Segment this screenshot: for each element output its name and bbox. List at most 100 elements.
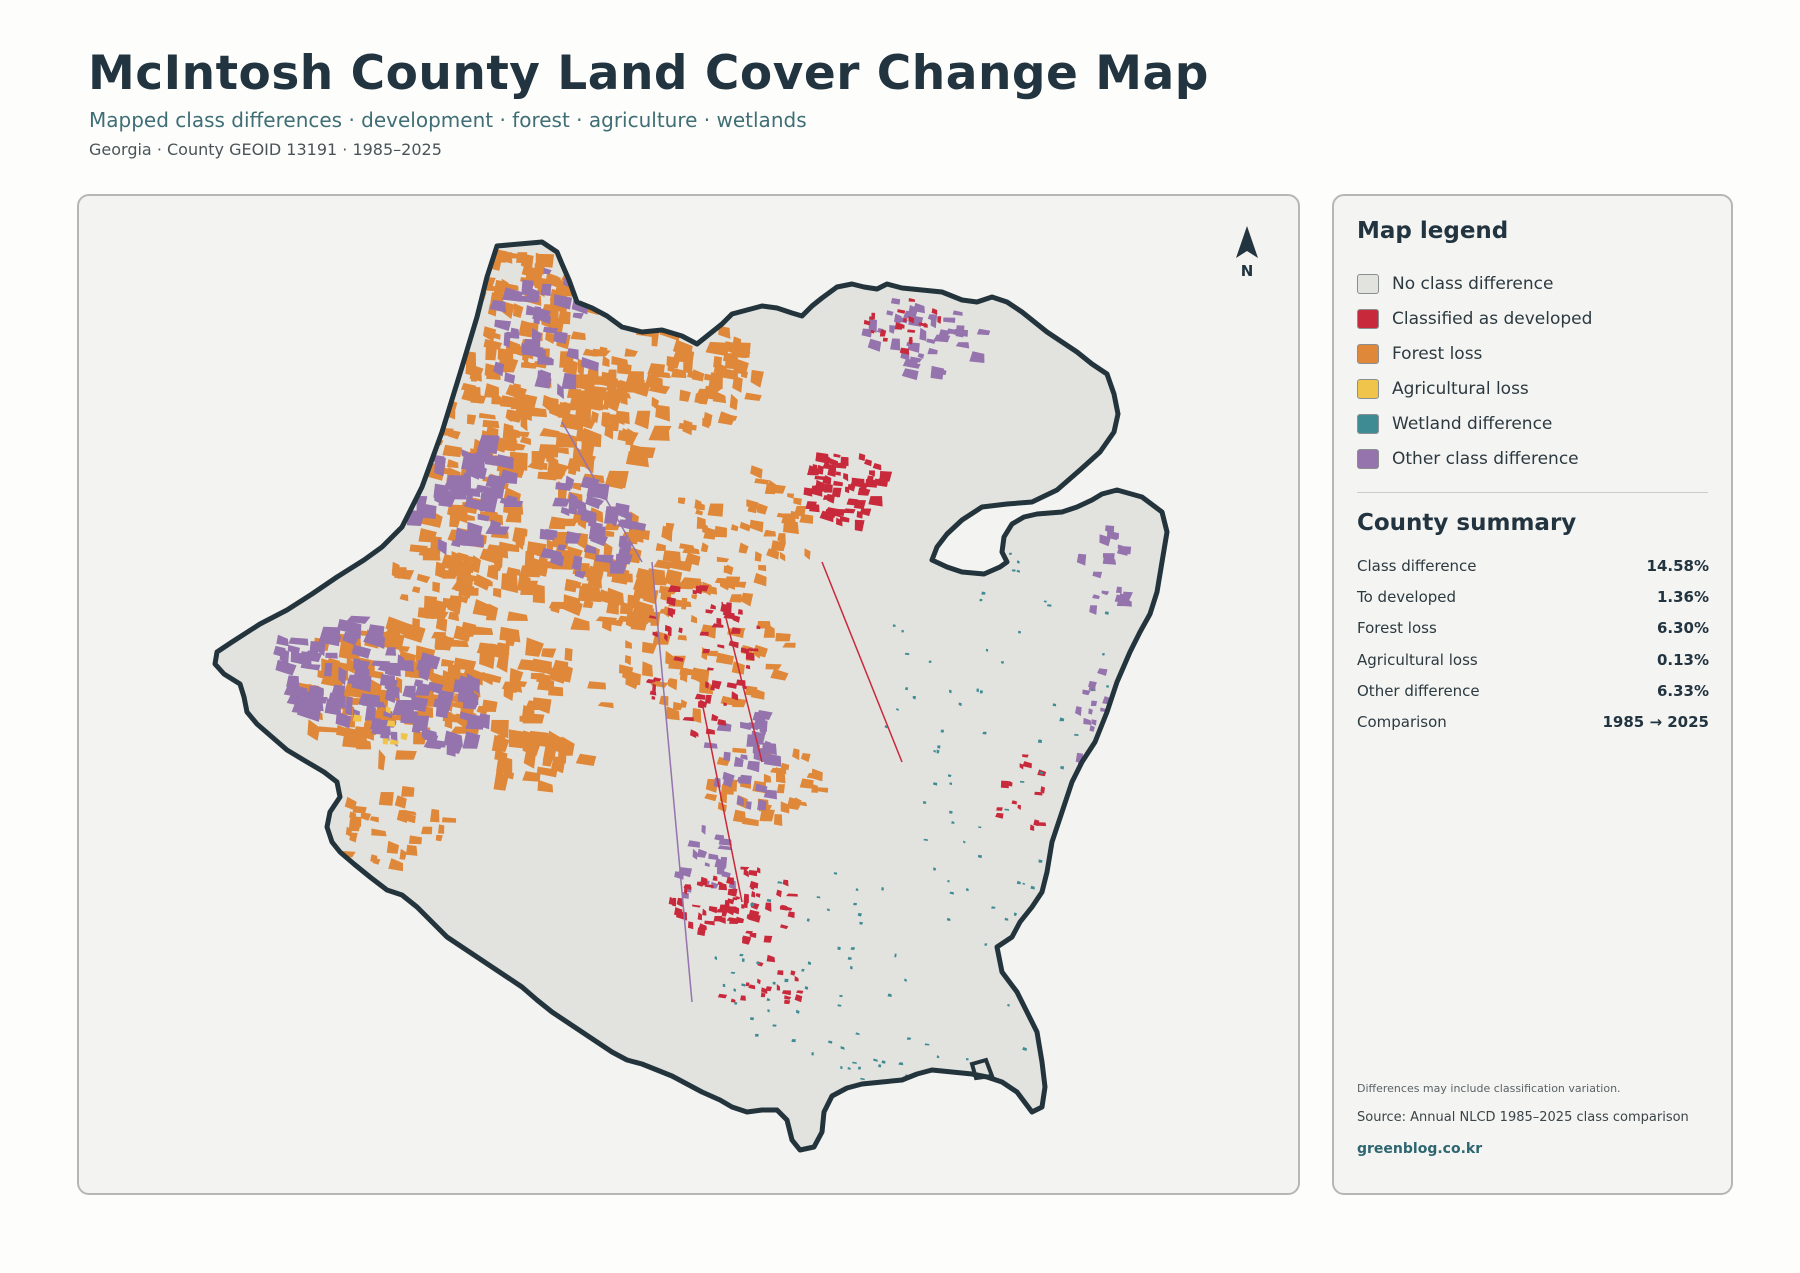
change-patch-forest-loss [606, 369, 617, 386]
change-patch-other [426, 742, 444, 750]
change-patch-forest-loss [416, 573, 431, 584]
change-patch-forest-loss [787, 493, 795, 499]
change-patch-other [692, 848, 698, 860]
change-patch-forest-loss [435, 561, 446, 580]
change-patch-other [1097, 668, 1108, 676]
change-patch-wetland [965, 887, 969, 892]
change-patch-developed [688, 921, 694, 930]
change-patch-other [300, 663, 321, 671]
change-patch-wetland [777, 881, 783, 884]
change-patch-developed [673, 656, 684, 662]
change-patch-developed [866, 475, 874, 484]
change-patch-developed [740, 647, 750, 655]
change-patch-wetland [946, 917, 951, 922]
change-patch-developed [692, 589, 698, 595]
site-link[interactable]: greenblog.co.kr [1357, 1141, 1483, 1157]
change-patch-other [890, 338, 901, 351]
map-panel[interactable] [77, 194, 1300, 1195]
change-patch-other [614, 502, 630, 520]
change-patch-forest-loss [765, 663, 782, 670]
change-patch-wetland [847, 956, 852, 960]
change-patch-forest-loss [737, 581, 747, 588]
change-patch-other [440, 689, 453, 699]
change-patch-forest-loss [399, 594, 409, 602]
change-patch-forest-loss [625, 451, 649, 468]
change-patch-other [331, 634, 342, 644]
change-patch-developed [702, 648, 711, 654]
change-patch-other [721, 871, 731, 878]
change-patch-forest-loss [588, 574, 603, 583]
change-patch-forest-loss [500, 395, 517, 408]
change-patch-forest-loss [718, 325, 731, 339]
change-patch-wetland [1059, 717, 1065, 722]
change-patch-developed [822, 463, 834, 470]
change-patch-other [571, 555, 583, 571]
change-patch-other [750, 730, 766, 745]
change-patch-forest-loss [701, 646, 708, 661]
change-patch-other [1099, 534, 1111, 547]
change-patch-forest-loss [733, 358, 749, 374]
change-patch-wetland [949, 782, 953, 786]
change-patch-developed [667, 627, 672, 637]
change-patch-developed [828, 458, 839, 467]
change-patch-forest-loss [744, 392, 762, 401]
change-patch-forest-loss [552, 447, 569, 455]
change-patch-forest-loss [681, 597, 688, 610]
change-patch-forest-loss [435, 616, 448, 632]
change-patch-forest-loss [344, 796, 357, 811]
change-patch-developed [732, 615, 741, 623]
change-patch-developed [996, 807, 1003, 811]
change-patch-forest-loss [572, 482, 582, 491]
change-patch-other [901, 368, 919, 381]
change-patch-other [385, 647, 397, 656]
change-patch-other [1107, 530, 1119, 539]
change-patch-forest-loss [532, 697, 552, 714]
county-map[interactable] [79, 196, 1300, 1195]
change-patch-forest-loss [551, 756, 566, 774]
change-patch-wetland [722, 983, 726, 988]
change-patch-wetland [860, 1077, 865, 1081]
change-patch-forest-loss [527, 462, 548, 471]
change-patch-other [346, 615, 371, 624]
change-patch-forest-loss [700, 542, 709, 553]
change-patch-wetland [766, 899, 772, 903]
change-patch-forest-loss [604, 470, 629, 489]
change-patch-wetland [904, 652, 910, 656]
change-patch-other [457, 688, 473, 704]
change-patch-other [889, 325, 896, 334]
change-patch-wetland [826, 908, 830, 912]
change-patch-other [309, 690, 322, 708]
change-patch-other [543, 267, 552, 275]
change-patch-forest-loss [662, 550, 681, 564]
summary-value: 0.13% [1656, 650, 1709, 669]
change-patch-wetland [741, 958, 745, 962]
change-line [561, 421, 643, 563]
change-patch-forest-loss [596, 403, 609, 410]
change-patch-wetland [847, 1067, 851, 1070]
change-patch-other [1088, 680, 1097, 688]
change-patch-wetland [1046, 604, 1052, 607]
change-patch-forest-loss [579, 417, 596, 429]
change-patch-developed [717, 881, 723, 886]
change-patch-forest-loss [401, 623, 426, 643]
legend-panel: Map legend No class difference Classifie… [1332, 194, 1733, 1195]
change-patch-developed [756, 867, 761, 874]
change-patch-wetland [901, 629, 904, 633]
change-patch-forest-loss [659, 695, 669, 706]
change-patch-other [553, 331, 568, 345]
change-patch-forest-loss [450, 312, 462, 327]
change-patch-developed [724, 899, 730, 907]
change-patch-forest-loss [678, 422, 697, 431]
change-patch-forest-loss [568, 391, 592, 411]
change-patch-other [325, 652, 338, 659]
legend-item-other: Other class difference [1357, 441, 1717, 476]
change-patch-forest-loss [461, 386, 481, 404]
change-patch-wetland [949, 891, 954, 895]
change-patch-wetland [1022, 882, 1026, 885]
change-patch-wetland [1013, 912, 1017, 917]
change-patch-developed [824, 483, 833, 493]
summary-row: Class difference 14.58% [1357, 550, 1709, 581]
change-patch-forest-loss [804, 548, 811, 560]
change-patch-developed [711, 623, 724, 628]
change-patch-other [938, 329, 950, 338]
